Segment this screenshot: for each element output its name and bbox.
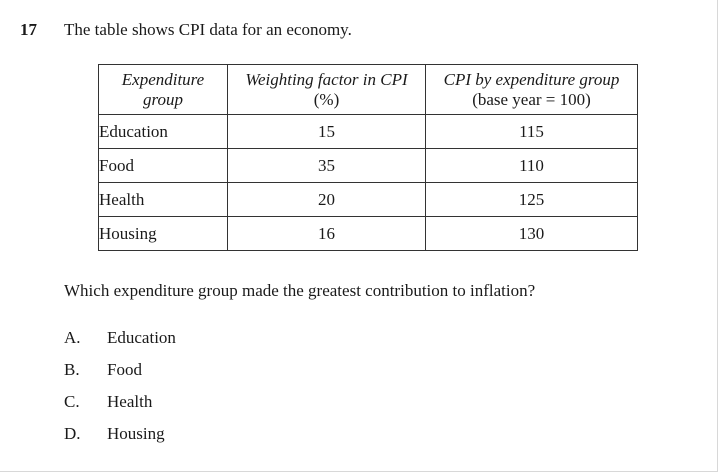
cell-group: Food bbox=[98, 148, 228, 183]
table-header-row: Expenditure group Weighting factor in CP… bbox=[98, 64, 638, 115]
option-text: Education bbox=[107, 328, 176, 347]
cell-weight: 16 bbox=[227, 216, 426, 251]
question-prompt: Which expenditure group made the greates… bbox=[64, 281, 536, 300]
table-row: Food 35 110 bbox=[98, 148, 638, 183]
table-row: Education 15 115 bbox=[98, 114, 638, 149]
option-d[interactable]: D. Housing bbox=[64, 418, 176, 450]
cell-cpi: 125 bbox=[425, 182, 638, 217]
cpi-table: Expenditure group Weighting factor in CP… bbox=[98, 64, 638, 251]
cell-cpi: 115 bbox=[425, 114, 638, 149]
option-a[interactable]: A. Education bbox=[64, 322, 176, 354]
question-stem: The table shows CPI data for an economy. bbox=[64, 20, 352, 39]
table-row: Health 20 125 bbox=[98, 182, 638, 217]
answer-options: A. Education B. Food C. Health D. Housin… bbox=[64, 322, 176, 450]
option-letter: A. bbox=[64, 328, 81, 347]
cell-weight: 20 bbox=[227, 182, 426, 217]
option-text: Housing bbox=[107, 424, 165, 443]
option-b[interactable]: B. Food bbox=[64, 354, 176, 386]
option-text: Food bbox=[107, 360, 142, 379]
header-cpi-by-group: CPI by expenditure group (base year = 10… bbox=[425, 64, 638, 115]
question-number: 17 bbox=[20, 20, 37, 39]
option-text: Health bbox=[107, 392, 153, 411]
cell-group: Health bbox=[98, 182, 228, 217]
option-c[interactable]: C. Health bbox=[64, 386, 176, 418]
cell-group: Education bbox=[98, 114, 228, 149]
cell-group: Housing bbox=[98, 216, 228, 251]
cell-weight: 35 bbox=[227, 148, 426, 183]
header-weighting-factor: Weighting factor in CPI (%) bbox=[227, 64, 426, 115]
option-letter: C. bbox=[64, 392, 80, 411]
cell-cpi: 110 bbox=[425, 148, 638, 183]
header-expenditure-group: Expenditure group bbox=[98, 64, 228, 115]
cell-cpi: 130 bbox=[425, 216, 638, 251]
cell-weight: 15 bbox=[227, 114, 426, 149]
option-letter: D. bbox=[64, 424, 81, 443]
table-row: Housing 16 130 bbox=[98, 216, 638, 251]
option-letter: B. bbox=[64, 360, 80, 379]
